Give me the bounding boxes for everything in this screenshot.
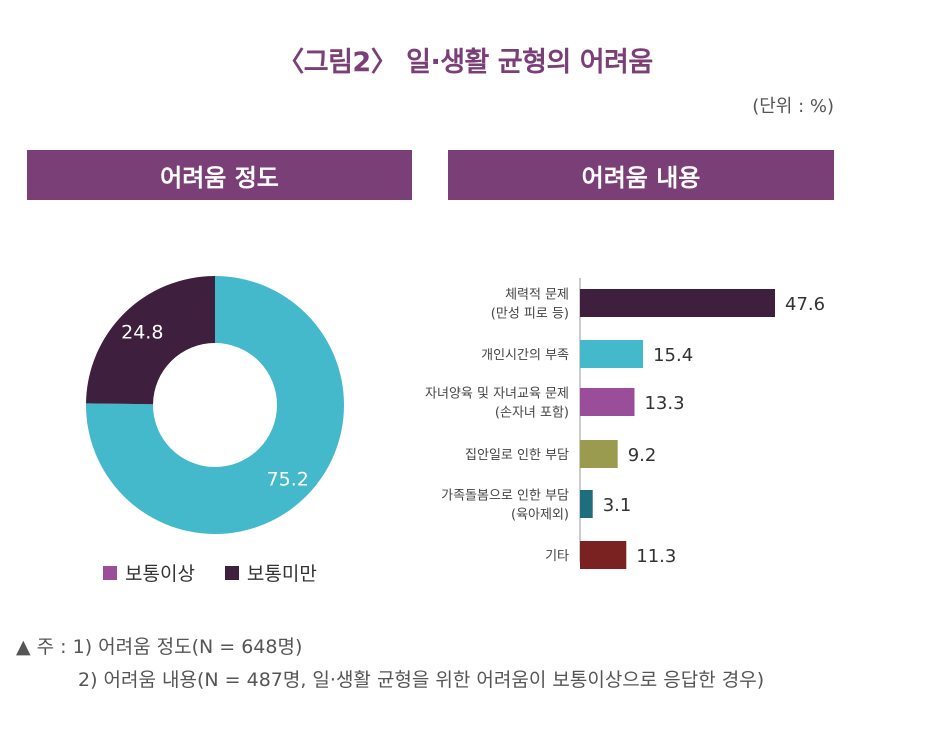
unit-label: (단위 : %) xyxy=(752,96,834,117)
bar xyxy=(580,490,593,518)
legend-label-above: 보통이상 xyxy=(125,563,195,585)
footnote-1: ▲ 주 : 1) 어려움 정도(N = 648명) xyxy=(16,636,303,658)
bar-value-label: 13.3 xyxy=(644,393,684,414)
right-panel-header: 어려움 내용 xyxy=(448,150,834,200)
chart-title: 〈그림2〉 일·생활 균형의 어려움 xyxy=(277,47,653,78)
donut-slice xyxy=(85,276,345,534)
bar-category-label: 개인시간의 부족 xyxy=(481,348,569,363)
bar-category-label: 기타 xyxy=(545,549,569,564)
bar xyxy=(580,440,618,468)
bar-category-label: 집안일로 인한 부담 xyxy=(465,448,569,463)
bar-value-label: 9.2 xyxy=(628,445,657,466)
bar-category-label: (만성 피로 등) xyxy=(491,307,569,322)
donut-value-label: 24.8 xyxy=(121,321,163,343)
bar xyxy=(580,340,644,368)
donut-legend: 보통이상 보통미만 xyxy=(103,559,317,586)
bar xyxy=(580,541,627,569)
bar xyxy=(580,289,775,317)
legend-label-below: 보통미만 xyxy=(246,563,317,585)
bar-category-label: 체력적 문제 xyxy=(505,288,569,303)
bar-category-label: (육아제외) xyxy=(511,508,569,523)
bar-category-label: 가족돌봄으로 인한 부담 xyxy=(441,489,569,504)
right-panel-header-label: 어려움 내용 xyxy=(581,163,701,192)
legend-item-above: 보통이상 xyxy=(103,559,195,586)
bar-value-label: 11.3 xyxy=(636,546,676,567)
legend-swatch-above xyxy=(103,565,117,580)
bar-category-label: 자녀양육 및 자녀교육 문제 xyxy=(425,387,569,402)
legend-swatch-below xyxy=(224,565,239,580)
footnote-2: 2) 어려움 내용(N = 487명, 일·생활 균형을 위한 어려움이 보통이… xyxy=(78,669,765,691)
bar xyxy=(580,388,635,416)
left-panel-header: 어려움 정도 xyxy=(27,150,412,200)
legend-item-below: 보통미만 xyxy=(224,559,317,586)
donut-slice xyxy=(86,276,215,405)
bar-value-label: 15.4 xyxy=(653,345,693,366)
bar-category-label: (손자녀 포함) xyxy=(495,406,569,421)
bar-value-label: 3.1 xyxy=(603,495,632,516)
bar-value-label: 47.6 xyxy=(785,294,825,315)
donut-value-label: 75.2 xyxy=(267,469,309,491)
left-panel-header-label: 어려움 정도 xyxy=(160,163,279,192)
